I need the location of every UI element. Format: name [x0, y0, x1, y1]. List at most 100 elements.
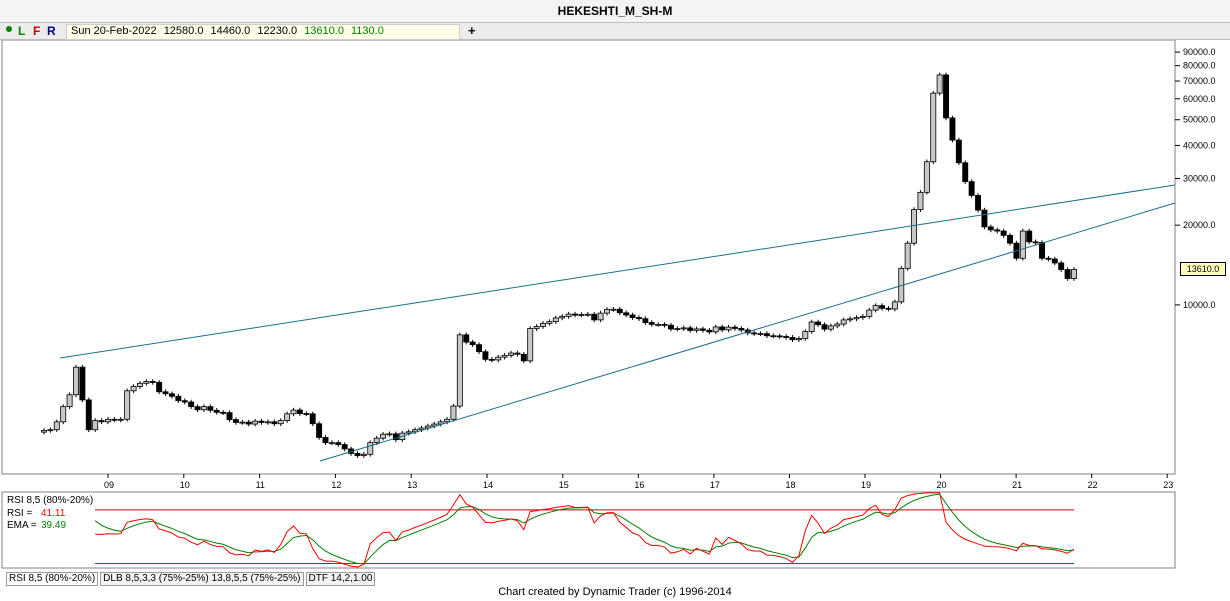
info-bar: L F R Sun 20-Feb-2022 12580.0 14460.0 12… — [0, 23, 1230, 40]
candle — [949, 117, 956, 141]
candle — [891, 301, 898, 310]
candle — [316, 423, 323, 438]
candle — [309, 413, 316, 425]
candle — [296, 409, 303, 414]
x-tick-label: 19 — [861, 480, 871, 490]
candle — [731, 326, 738, 329]
candle — [610, 308, 617, 311]
window-title: HEKESHTI_M_SH-M — [0, 0, 1230, 23]
tab-dlb[interactable]: DLB 8,5,3,3 (75%-25%) 13,8,5,5 (75%-25%) — [100, 572, 304, 586]
candle — [360, 453, 367, 456]
candle — [92, 420, 99, 431]
y-tick-label: 30000.0 — [1183, 174, 1216, 184]
tab-rsi[interactable]: RSI 8,5 (80%-20%) — [6, 572, 99, 586]
candle — [392, 433, 399, 441]
candle — [207, 406, 214, 411]
candle — [117, 418, 124, 421]
price-chart[interactable]: 10000.0 20000.0 30000.0 40000.0 50000.0 60000… — [0, 40, 1230, 490]
candle — [520, 353, 527, 362]
candle — [597, 312, 604, 321]
candle — [168, 393, 175, 397]
candle — [923, 161, 930, 193]
candle — [303, 413, 310, 415]
candle — [476, 344, 482, 353]
x-tick-label: 09 — [104, 480, 114, 490]
candle — [955, 139, 962, 164]
x-tick-label: 14 — [483, 480, 493, 490]
candle — [751, 332, 758, 335]
candle — [540, 322, 546, 327]
candle — [284, 413, 291, 421]
candle — [98, 420, 105, 423]
candle — [162, 391, 169, 395]
flag-f-button[interactable]: F — [33, 24, 41, 38]
candle — [380, 433, 387, 439]
candle — [968, 181, 975, 196]
candle — [623, 312, 630, 316]
candle — [85, 399, 92, 431]
candle — [994, 229, 1001, 232]
last-price-label: 13610.0 — [1180, 262, 1226, 277]
candle — [559, 315, 566, 319]
candle — [962, 162, 969, 183]
candle — [1051, 258, 1058, 264]
candle — [802, 331, 809, 339]
candle — [795, 338, 802, 341]
rsi-line — [95, 492, 1075, 568]
x-tick-label: 13 — [407, 480, 417, 490]
candle — [258, 420, 265, 423]
upper-trendline — [59, 184, 1176, 359]
candle — [1019, 230, 1026, 259]
candle — [827, 325, 834, 330]
lower-trendline — [319, 202, 1176, 462]
candle — [936, 74, 943, 94]
flag-r-button[interactable]: R — [47, 24, 56, 38]
candle — [725, 326, 732, 331]
x-tick-label: 11 — [256, 480, 265, 490]
candle — [463, 334, 470, 343]
candle — [1007, 234, 1013, 244]
bar-close: 13610.0 — [304, 25, 344, 37]
x-tick-label: 22 — [1088, 480, 1098, 490]
rsi-panel[interactable]: RSI 8,5 (80%-20%) RSI = 41.11 EMA = 39.49 — [0, 490, 1230, 572]
candle — [527, 328, 534, 362]
candle — [373, 437, 380, 444]
flag-l-button[interactable]: L — [18, 24, 26, 38]
candle — [636, 317, 642, 320]
candle — [661, 324, 668, 326]
candle — [943, 74, 950, 119]
candle — [859, 315, 866, 318]
tab-dtf[interactable]: DTF 14,2,1.00 — [305, 572, 376, 586]
candle — [917, 191, 924, 210]
bar-change: 1130.0 — [351, 25, 384, 37]
candle — [1064, 269, 1071, 279]
candle — [508, 352, 514, 356]
candle — [175, 395, 182, 402]
candle — [188, 401, 195, 408]
add-plus-icon[interactable]: + — [468, 23, 476, 38]
candle — [975, 195, 981, 211]
candle — [789, 336, 796, 341]
candle — [220, 411, 227, 414]
candle — [546, 321, 553, 324]
candle — [53, 421, 60, 431]
candle — [450, 405, 457, 420]
ohlc-readout: Sun 20-Feb-2022 12580.0 14460.0 12230.0 … — [66, 24, 460, 40]
candle — [776, 335, 783, 338]
x-tick-label: 17 — [710, 480, 720, 490]
candle — [1032, 241, 1039, 244]
candle — [565, 313, 572, 317]
candle — [111, 418, 118, 421]
candle — [73, 366, 79, 396]
price-plot-frame — [1, 40, 1176, 475]
candle — [1058, 262, 1065, 270]
bar-open: 12580.0 — [163, 25, 204, 37]
legend-label: EMA = — [7, 520, 37, 531]
candle — [66, 394, 73, 408]
candle — [738, 328, 745, 331]
candle — [885, 307, 892, 310]
candle — [213, 409, 220, 413]
candle — [987, 226, 994, 231]
candle — [1071, 269, 1077, 279]
x-tick-label: 16 — [634, 480, 644, 490]
